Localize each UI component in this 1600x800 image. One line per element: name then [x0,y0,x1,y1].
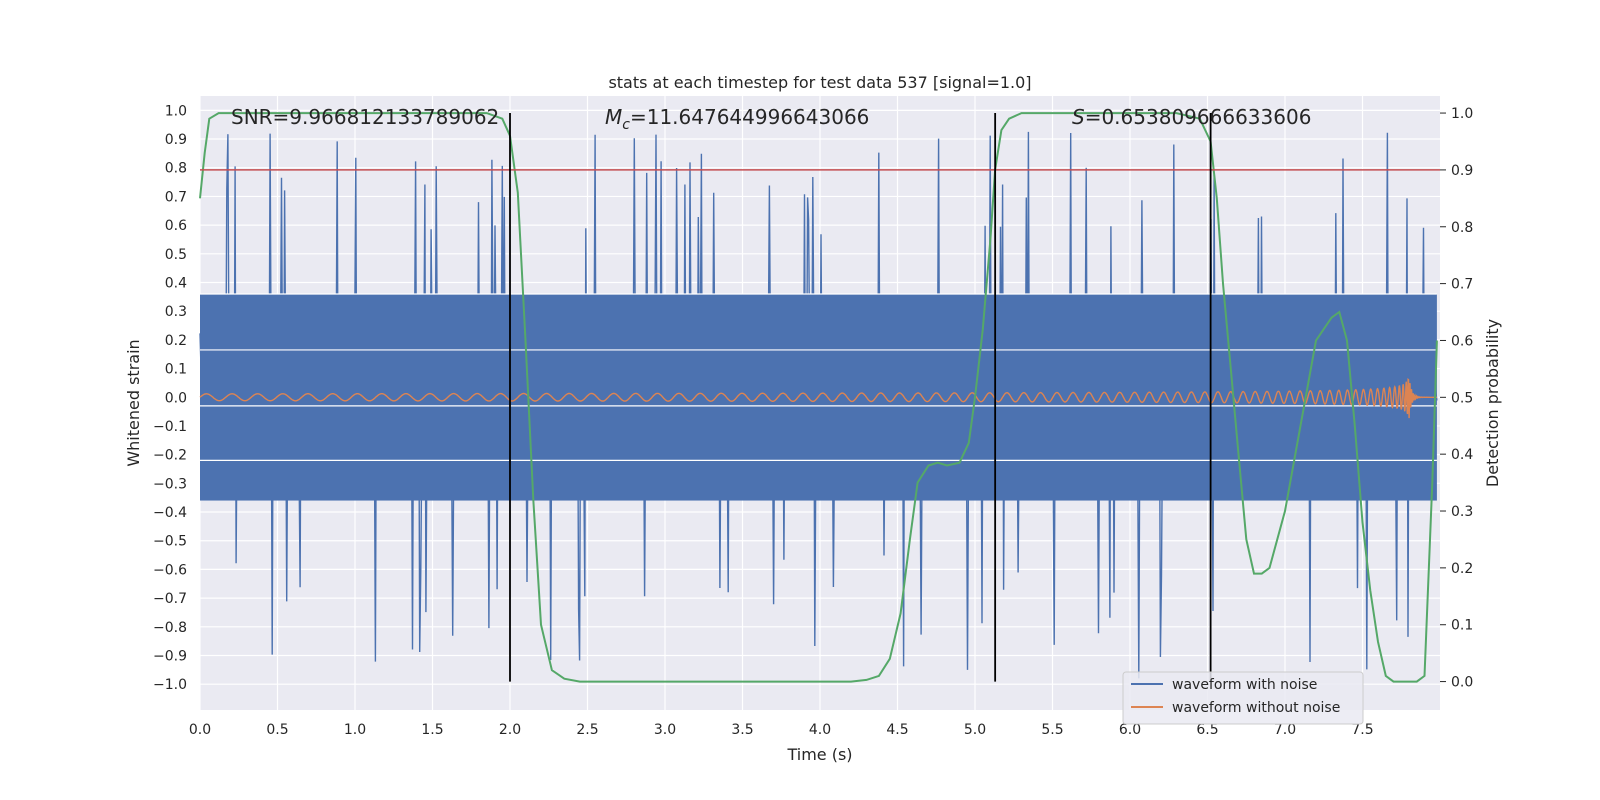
probability-line [199,112,1438,683]
probability-series [199,112,1438,683]
y-tick-label-left: 0.0 [165,390,187,406]
y-axis-label-left: Whitened strain [124,339,143,466]
x-tick-label: 5.5 [1041,722,1063,738]
y-tick-label-left: −0.8 [153,620,187,636]
y-tick-label-right: 0.1 [1451,618,1473,634]
x-tick-label: 2.0 [499,722,521,738]
y-ticks-right: 1.0 0.9 0.8 0.7 0.6 0.5 0.4 0.3 0.2 0.1 0.0 [1440,106,1473,691]
y-tick-label-left: −0.2 [153,448,187,464]
x-tick-label: 5.0 [964,722,986,738]
x-tick-label: 0.5 [266,722,288,738]
y-tick-label-left: −0.1 [153,419,187,435]
noise-series [199,131,1438,679]
y-tick-label-right: 0.8 [1451,220,1473,236]
y-tick-label-right: 0.2 [1451,561,1473,577]
y-tick-label-right: 0.3 [1451,504,1473,520]
x-tick-label: 1.0 [344,722,366,738]
x-tick-label: 3.0 [654,722,676,738]
y-ticks-left: 1.0 0.9 0.8 0.7 0.6 0.5 0.4 0.3 0.2 0.1 0.0 −0.1 −0.… [153,103,187,693]
y-tick-label-left: 0.9 [165,132,187,148]
y-axis-label-right: Detection probability [1483,319,1502,487]
y-tick-label-right: 0.6 [1451,333,1473,349]
x-axis-label: Time (s) [786,745,852,764]
y-tick-label-left: 0.7 [165,189,187,205]
legend-label-noise: waveform with noise [1172,677,1317,693]
chirp-series [199,378,1437,419]
y-tick-label-left: 0.6 [165,218,187,234]
y-tick-label-right: 0.5 [1451,390,1473,406]
y-tick-label-right: 0.7 [1451,277,1473,293]
y-tick-label-left: 0.8 [165,161,187,177]
y-tick-label-left: 0.1 [165,362,187,378]
y-tick-label-left: 0.3 [165,304,187,320]
mc-annotation: Mc=11.647644996643066 [605,105,869,133]
x-tick-label: 7.0 [1274,722,1296,738]
s-annotation: S=0.653809666633606 [1072,105,1311,129]
x-tick-label: 4.5 [886,722,908,738]
s-value: =0.653809666633606 [1085,105,1312,129]
y-tick-label-left: −0.5 [153,534,187,550]
y-tick-label-left: 0.5 [165,247,187,263]
overlay-lines [200,113,1440,682]
y-tick-label-right: 0.0 [1451,675,1473,691]
x-tick-label: 0.0 [189,722,211,738]
mc-subscript: c [622,117,630,133]
y-tick-label-right: 0.9 [1451,163,1473,179]
y-tick-label-left: −0.3 [153,476,187,492]
y-tick-label-left: −0.7 [153,591,187,607]
x-tick-label: 6.0 [1119,722,1141,738]
y-tick-label-left: 1.0 [165,103,187,119]
legend: waveform with noise waveform without noi… [1122,671,1364,725]
snr-annotation: SNR=9.966812133789062 [231,105,499,129]
y-tick-label-left: −0.6 [153,562,187,578]
x-tick-label: 7.5 [1351,722,1373,738]
chart-title: stats at each timestep for test data 537… [608,73,1031,92]
legend-label-clean: waveform without noise [1172,700,1340,716]
y-tick-label-right: 0.4 [1451,447,1473,463]
mc-symbol: M [605,105,622,129]
y-tick-label-right: 1.0 [1451,106,1473,122]
x-tick-label: 1.5 [421,722,443,738]
x-ticks: 0.0 0.5 1.0 1.5 2.0 2.5 3.0 3.5 4.0 4.5 5.0 5.5 6.0 6… [189,722,1374,738]
legend-box [1122,671,1364,725]
x-tick-label: 3.5 [731,722,753,738]
x-tick-label: 4.0 [809,722,831,738]
s-symbol: S [1072,105,1085,129]
x-tick-label: 6.5 [1196,722,1218,738]
mc-value: =11.647644996643066 [630,105,869,129]
chirp-line [199,378,1437,419]
y-tick-label-left: −0.9 [153,648,187,664]
y-tick-label-left: 0.2 [165,333,187,349]
y-tick-label-left: 0.4 [165,275,187,291]
y-tick-label-left: −0.4 [153,505,187,521]
x-tick-label: 2.5 [576,722,598,738]
y-tick-label-left: −1.0 [153,677,187,693]
